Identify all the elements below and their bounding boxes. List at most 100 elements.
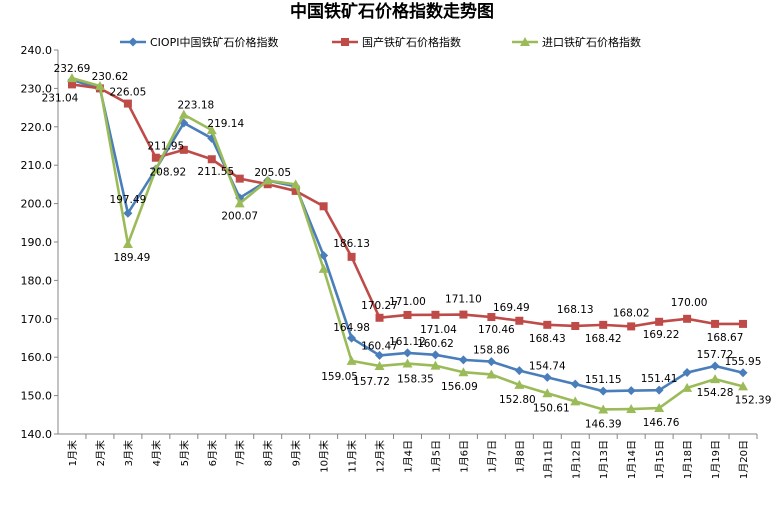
point-marker bbox=[458, 367, 469, 377]
point-marker bbox=[571, 321, 580, 330]
data-label: 158.86 bbox=[473, 345, 510, 357]
point-marker bbox=[599, 320, 608, 329]
data-label: 164.98 bbox=[333, 322, 370, 334]
x-tick-label: 11月末 bbox=[346, 440, 359, 473]
y-tick-label: 200.0 bbox=[21, 198, 53, 211]
point-marker bbox=[430, 350, 440, 360]
point-marker bbox=[234, 198, 245, 208]
data-label: 170.00 bbox=[671, 297, 708, 309]
point-marker bbox=[458, 355, 468, 365]
point-marker bbox=[262, 175, 273, 185]
legend-label: 国产铁矿石价格指数 bbox=[362, 35, 461, 49]
x-tick-label: 1月20日 bbox=[738, 440, 750, 479]
y-tick-label: 190.0 bbox=[21, 236, 53, 249]
y-tick-label: 180.0 bbox=[21, 274, 53, 287]
point-marker bbox=[682, 368, 692, 378]
data-label: 186.13 bbox=[333, 238, 370, 250]
data-label: 157.72 bbox=[697, 349, 734, 361]
point-marker bbox=[94, 81, 105, 91]
x-tick-label: 1月15日 bbox=[654, 440, 666, 479]
point-marker bbox=[654, 385, 664, 395]
data-label: 168.67 bbox=[707, 332, 744, 344]
point-marker bbox=[570, 379, 580, 389]
legend-label: 进口铁矿石价格指数 bbox=[542, 35, 641, 49]
data-label: 219.14 bbox=[207, 118, 244, 130]
point-marker bbox=[459, 310, 468, 319]
data-label: 197.49 bbox=[110, 194, 147, 206]
data-label: 169.49 bbox=[493, 302, 530, 314]
point-marker bbox=[235, 174, 244, 183]
x-tick-label: 1月12日 bbox=[570, 440, 582, 479]
axes: 240.0 230.0 220.0 210.0 200.0 190.0 180.0 170.0… bbox=[21, 44, 758, 479]
data-label: 151.15 bbox=[585, 374, 622, 386]
point-marker bbox=[514, 366, 524, 376]
legend-marker bbox=[520, 37, 530, 46]
point-marker bbox=[598, 404, 609, 414]
y-tick-label: 150.0 bbox=[21, 390, 53, 403]
point-marker bbox=[319, 202, 328, 211]
point-marker bbox=[514, 379, 525, 389]
data-label: 171.10 bbox=[445, 294, 482, 306]
data-label: 156.09 bbox=[441, 381, 478, 393]
x-tick-label: 4月末 bbox=[150, 440, 163, 466]
data-label: 154.74 bbox=[529, 360, 566, 372]
data-label: 230.62 bbox=[92, 71, 129, 83]
point-marker bbox=[655, 317, 664, 326]
point-marker bbox=[627, 322, 636, 331]
data-label: 154.28 bbox=[697, 387, 734, 399]
x-tick-label: 1月5日 bbox=[430, 440, 442, 473]
data-label: 170.27 bbox=[361, 300, 398, 312]
point-marker bbox=[430, 360, 441, 370]
point-marker bbox=[290, 179, 301, 189]
data-label: 169.22 bbox=[643, 329, 680, 341]
data-label: 146.39 bbox=[585, 418, 622, 430]
x-tick-label: 10月末 bbox=[318, 440, 331, 473]
data-label: 152.39 bbox=[735, 394, 772, 406]
point-marker bbox=[346, 355, 357, 365]
x-tick-label: 1月19日 bbox=[710, 440, 722, 479]
data-label: 223.18 bbox=[177, 100, 214, 112]
point-marker bbox=[543, 320, 552, 329]
point-marker bbox=[598, 386, 608, 396]
x-tick-label: 1月18日 bbox=[682, 440, 694, 479]
point-marker bbox=[626, 386, 636, 396]
series-line-2 bbox=[71, 83, 744, 328]
point-marker bbox=[67, 80, 76, 89]
data-label: 160.62 bbox=[417, 338, 454, 350]
data-label: 208.92 bbox=[149, 166, 186, 178]
x-tick-label: 5月末 bbox=[178, 440, 191, 466]
point-marker bbox=[738, 368, 748, 378]
point-marker bbox=[375, 350, 385, 360]
point-marker bbox=[403, 310, 412, 319]
data-label: 168.43 bbox=[529, 333, 566, 345]
x-tick-label: 6月末 bbox=[206, 440, 219, 466]
y-tick-label: 210.0 bbox=[21, 159, 53, 172]
data-label: 168.13 bbox=[557, 304, 594, 316]
legend-label: CIOPI中国铁矿石价格指数 bbox=[150, 35, 278, 49]
point-marker bbox=[150, 164, 161, 174]
x-tick-label: 1月8日 bbox=[514, 440, 526, 473]
point-marker bbox=[318, 263, 329, 273]
point-marker bbox=[123, 99, 132, 108]
point-marker bbox=[347, 333, 357, 343]
chart-title: 中国铁矿石价格指数走势图 bbox=[290, 1, 494, 22]
series-lines bbox=[66, 73, 749, 414]
data-label: 155.95 bbox=[725, 356, 762, 368]
data-label: 189.49 bbox=[114, 252, 151, 264]
data-label: 161.12 bbox=[389, 336, 426, 348]
x-tick-label: 1月4日 bbox=[403, 440, 415, 473]
data-label: 171.00 bbox=[389, 296, 426, 308]
point-marker bbox=[738, 381, 749, 391]
legend: CIOPI中国铁矿石价格指数 国产铁矿石价格指数 进口铁矿石价格指数 bbox=[120, 35, 641, 49]
legend-marker bbox=[341, 38, 349, 46]
data-label: 211.95 bbox=[147, 141, 184, 153]
point-marker bbox=[570, 396, 581, 406]
point-marker bbox=[402, 358, 413, 368]
point-marker bbox=[486, 369, 497, 379]
y-tick-label: 160.0 bbox=[21, 351, 53, 364]
data-label: 157.72 bbox=[353, 376, 390, 388]
x-tick-label: 9月末 bbox=[290, 440, 303, 466]
data-label: 151.41 bbox=[641, 373, 678, 385]
